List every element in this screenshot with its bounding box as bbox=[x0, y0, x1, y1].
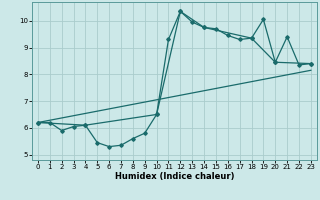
X-axis label: Humidex (Indice chaleur): Humidex (Indice chaleur) bbox=[115, 172, 234, 181]
